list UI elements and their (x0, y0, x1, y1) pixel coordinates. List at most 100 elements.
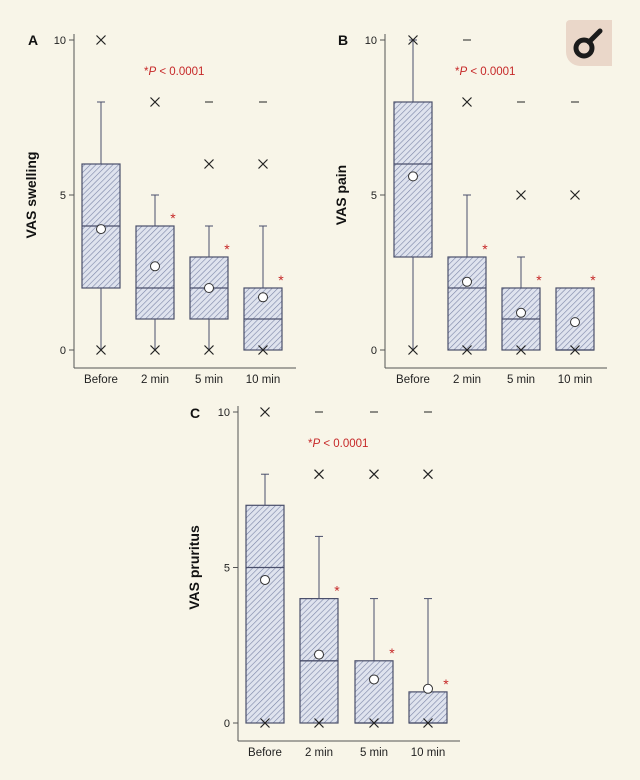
y-tick-label: 5 (224, 563, 230, 575)
y-axis-label: VAS swelling (23, 152, 39, 239)
significance-note-prefix: * (455, 66, 460, 78)
significance-note-italic: P (148, 66, 156, 78)
mean-marker (258, 292, 268, 303)
percentile-marker (516, 190, 526, 200)
y-tick-label: 5 (60, 190, 66, 202)
min-marker (369, 718, 379, 728)
percentile-marker (423, 469, 433, 480)
significance-note-suffix: < 0.0001 (467, 66, 515, 78)
box-before: Before (393, 35, 433, 386)
significance-note-italic: P (312, 438, 320, 450)
significance-star: * (334, 583, 340, 599)
panel-letter: C (190, 405, 200, 421)
max-marker (96, 35, 106, 45)
y-tick-label: 0 (60, 345, 66, 357)
significance-note: *P < 0.0001 (308, 438, 368, 450)
category-label: 10 min (246, 374, 281, 386)
significance-star: * (590, 272, 596, 288)
box-10-min: * 10 min (555, 101, 596, 386)
mean-marker (423, 683, 433, 694)
open-access-style-logo-icon (566, 20, 612, 66)
box-iqr (447, 256, 487, 351)
min-marker (462, 345, 472, 355)
y-tick-label: 10 (54, 35, 66, 47)
y-tick-label: 0 (371, 345, 377, 357)
significance-note: *P < 0.0001 (144, 66, 204, 78)
mean-marker (516, 307, 526, 318)
percentile-marker (150, 97, 160, 107)
percentile-marker (314, 469, 324, 480)
mean-marker (408, 171, 418, 182)
box-before: Before (81, 35, 121, 386)
mean-marker (462, 276, 472, 287)
max-marker (260, 407, 270, 417)
min-marker (96, 345, 106, 355)
category-label: 5 min (507, 374, 535, 386)
box-5-min: * 5 min (189, 101, 230, 386)
significance-star: * (170, 210, 176, 226)
significance-star: * (443, 676, 449, 692)
significance-note-suffix: < 0.0001 (156, 66, 204, 78)
box-2-min: * 2 min (299, 411, 340, 759)
mean-marker (570, 317, 580, 328)
category-label: Before (396, 374, 430, 386)
significance-star: * (389, 645, 395, 661)
box-5-min: * 5 min (354, 411, 395, 759)
box-iqr (245, 504, 285, 724)
min-marker (314, 718, 324, 728)
y-axis-label: VAS pruritus (186, 525, 202, 610)
mean-marker (260, 574, 270, 585)
significance-star: * (224, 241, 230, 257)
box-2-min: * 2 min (447, 39, 488, 386)
panel-letter: B (338, 32, 348, 48)
category-label: Before (248, 747, 282, 759)
min-marker (204, 345, 214, 355)
min-marker (423, 718, 433, 728)
mean-marker (369, 674, 379, 685)
y-axis-label: VAS pain (333, 165, 349, 225)
box-5-min: * 5 min (501, 101, 542, 386)
mean-marker (204, 283, 214, 293)
category-label: 2 min (305, 747, 333, 759)
percentile-marker (204, 159, 214, 169)
mean-marker (150, 261, 160, 272)
significance-note: *P < 0.0001 (455, 66, 515, 78)
box-iqr (354, 660, 394, 724)
percentile-marker (462, 97, 472, 107)
category-label: 5 min (195, 374, 223, 386)
min-marker (408, 345, 418, 355)
max-marker (408, 35, 418, 45)
significance-note-suffix: < 0.0001 (320, 438, 368, 450)
percentile-marker (369, 469, 379, 480)
box-before: Before (245, 407, 285, 759)
significance-note-prefix: * (308, 438, 313, 450)
category-label: 2 min (141, 374, 169, 386)
category-label: 10 min (411, 747, 446, 759)
mean-marker (314, 649, 324, 660)
mean-marker (96, 224, 106, 235)
box-iqr (408, 691, 448, 724)
box-10-min: * 10 min (243, 101, 284, 386)
min-marker (260, 718, 270, 728)
min-marker (570, 345, 580, 355)
y-tick-label: 0 (224, 718, 230, 730)
category-label: 10 min (558, 374, 593, 386)
y-tick-label: 10 (218, 407, 230, 419)
significance-star: * (278, 272, 284, 288)
significance-note-italic: P (459, 66, 467, 78)
min-marker (516, 345, 526, 355)
significance-star: * (536, 272, 542, 288)
category-label: Before (84, 374, 118, 386)
category-label: 2 min (453, 374, 481, 386)
box-10-min: * 10 min (408, 411, 449, 759)
category-label: 5 min (360, 747, 388, 759)
y-tick-label: 5 (371, 190, 377, 202)
y-tick-label: 10 (365, 35, 377, 47)
significance-note-prefix: * (144, 66, 149, 78)
box-2-min: * 2 min (135, 97, 176, 386)
percentile-marker (258, 159, 268, 169)
